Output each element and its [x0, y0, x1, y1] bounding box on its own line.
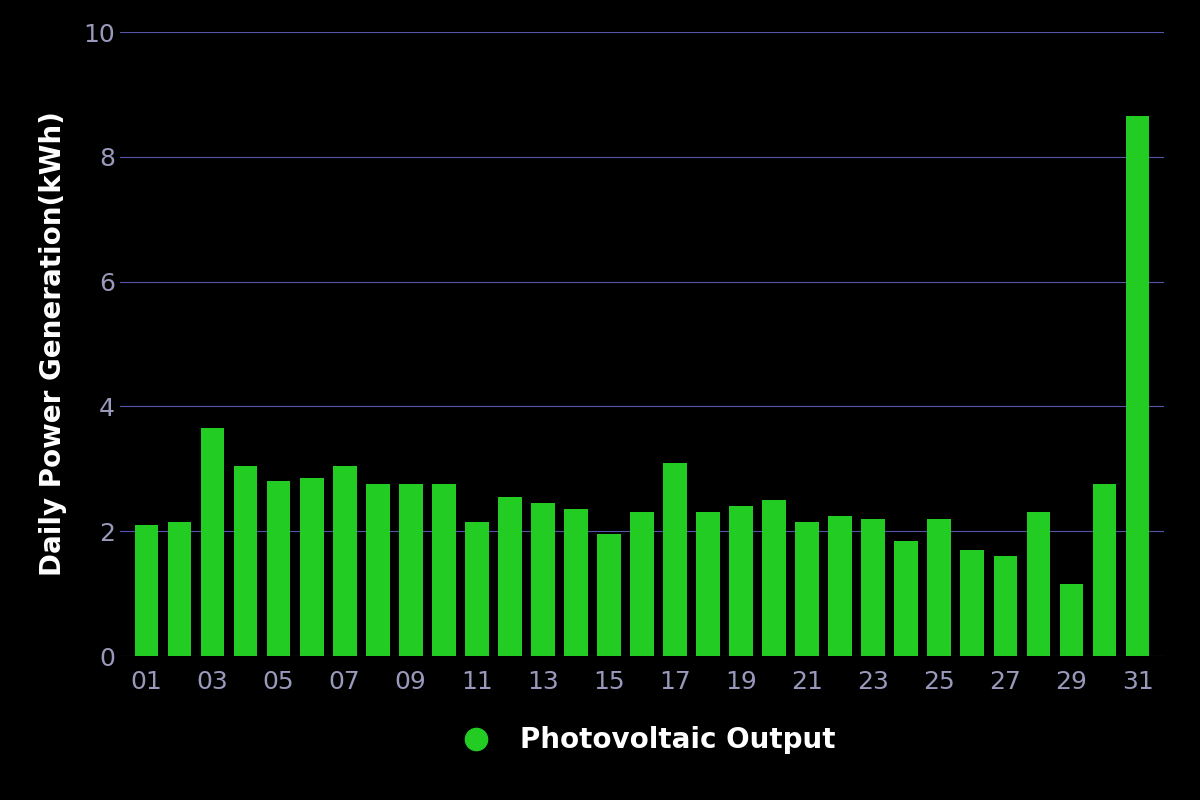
Bar: [1126, 116, 1150, 656]
Bar: [366, 485, 390, 656]
Bar: [598, 534, 620, 656]
Bar: [134, 525, 158, 656]
Bar: [1060, 584, 1084, 656]
Bar: [398, 485, 422, 656]
Bar: [730, 506, 754, 656]
Bar: [266, 482, 290, 656]
Bar: [464, 522, 488, 656]
Bar: [960, 550, 984, 656]
Bar: [168, 522, 191, 656]
Bar: [498, 497, 522, 656]
Bar: [894, 541, 918, 656]
Bar: [234, 466, 258, 656]
Bar: [630, 513, 654, 656]
Y-axis label: Daily Power Generation(kWh): Daily Power Generation(kWh): [38, 111, 67, 577]
Bar: [530, 503, 554, 656]
Bar: [994, 556, 1018, 656]
Bar: [432, 485, 456, 656]
Bar: [1093, 485, 1116, 656]
Bar: [828, 516, 852, 656]
Bar: [796, 522, 820, 656]
Bar: [564, 510, 588, 656]
Bar: [862, 518, 886, 656]
Bar: [300, 478, 324, 656]
Bar: [762, 500, 786, 656]
Bar: [200, 428, 224, 656]
Bar: [928, 518, 952, 656]
Bar: [696, 513, 720, 656]
Bar: [664, 462, 686, 656]
Bar: [332, 466, 356, 656]
Legend: Photovoltaic Output: Photovoltaic Output: [448, 726, 836, 754]
Bar: [1026, 513, 1050, 656]
